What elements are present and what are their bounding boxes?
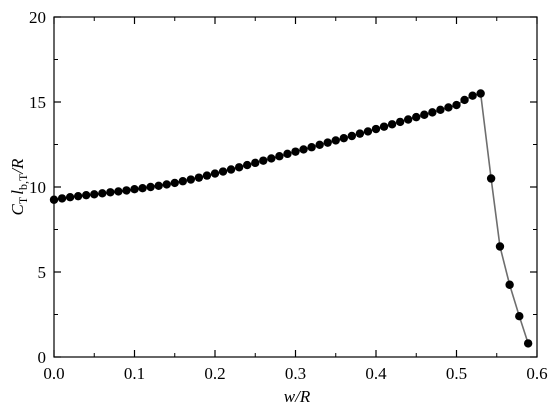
- data-point: [291, 147, 300, 156]
- x-tick-label: 0.3: [285, 364, 306, 383]
- data-point: [218, 167, 228, 176]
- data-point: [243, 160, 252, 170]
- data-point: [452, 100, 461, 110]
- y-tick-label: 10: [29, 178, 46, 197]
- data-point: [355, 129, 365, 138]
- data-point: [234, 163, 244, 172]
- data-point: [460, 95, 469, 105]
- series-line-group: [53, 92, 529, 344]
- data-point: [73, 191, 83, 201]
- data-point: [267, 154, 276, 163]
- x-tick-label: 0.4: [365, 364, 387, 383]
- data-point: [412, 112, 421, 122]
- data-point: [226, 165, 236, 174]
- data-point: [210, 169, 220, 178]
- data-point: [154, 181, 163, 191]
- data-point: [363, 127, 373, 136]
- x-tick-label: 0.0: [43, 364, 64, 383]
- data-markers: [49, 89, 533, 348]
- data-point: [323, 138, 332, 147]
- x-tick-label: 0.6: [526, 364, 547, 383]
- data-point: [307, 143, 316, 152]
- data-point: [315, 140, 324, 150]
- data-point: [379, 122, 389, 131]
- x-axis-label: w/R: [284, 387, 311, 406]
- data-point: [515, 312, 524, 321]
- data-point: [114, 187, 123, 196]
- y-tick-label: 15: [29, 93, 46, 112]
- data-point: [98, 189, 107, 198]
- data-point: [162, 180, 171, 189]
- data-point: [146, 182, 155, 192]
- data-point: [90, 190, 99, 199]
- data-point: [57, 194, 67, 203]
- data-point: [122, 186, 131, 195]
- y-tick-label: 20: [29, 8, 46, 27]
- data-point: [186, 175, 196, 184]
- data-point: [82, 190, 91, 200]
- data-point: [476, 89, 485, 98]
- data-point: [194, 173, 204, 182]
- y-tick-label: 5: [38, 263, 47, 282]
- data-point: [251, 158, 260, 168]
- x-tick-label: 0.5: [446, 364, 467, 383]
- data-point: [299, 145, 308, 154]
- data-point: [486, 174, 496, 183]
- data-point: [49, 195, 59, 204]
- tick-labels: 0.0 0.1 0.2 0.3 0.4 0.5 0.6 0 5 10 15 20: [29, 8, 548, 383]
- data-point: [178, 177, 187, 186]
- data-point: [106, 188, 115, 197]
- y-tick-label: 0: [38, 348, 47, 367]
- data-point: [275, 152, 284, 161]
- data-point: [331, 136, 340, 145]
- x-tick-label: 0.2: [204, 364, 225, 383]
- x-tick-label: 0.1: [124, 364, 145, 383]
- data-point: [523, 339, 533, 348]
- data-point: [505, 280, 514, 289]
- data-point: [371, 124, 381, 134]
- data-point: [65, 193, 75, 202]
- data-point: [259, 156, 268, 165]
- data-point: [170, 178, 179, 188]
- data-point: [395, 117, 405, 127]
- data-point: [347, 131, 357, 141]
- data-point: [202, 171, 212, 180]
- data-point: [130, 185, 139, 194]
- data-point: [404, 115, 413, 124]
- y-axis-label: CTlb,T/R: [8, 158, 30, 215]
- data-point: [283, 149, 292, 159]
- data-point: [339, 134, 348, 143]
- data-point: [420, 110, 429, 119]
- data-point: [468, 91, 477, 100]
- data-point: [138, 183, 147, 193]
- data-point: [387, 120, 397, 129]
- data-point: [495, 242, 505, 251]
- axis-ticks: [53, 16, 538, 358]
- series-line: [53, 92, 529, 344]
- data-point: [436, 105, 445, 115]
- data-point: [428, 108, 437, 117]
- data-point: [444, 103, 453, 112]
